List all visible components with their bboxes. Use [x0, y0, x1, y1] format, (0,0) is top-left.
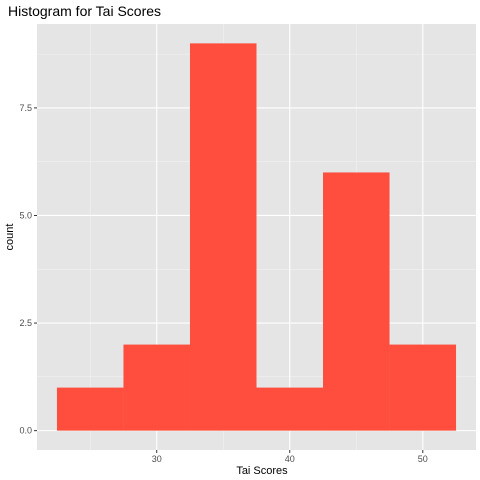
- x-axis: 30 40 50: [152, 450, 428, 464]
- x-tick-label: 40: [285, 454, 295, 464]
- histogram-bar-6: [389, 344, 457, 431]
- y-tick-label: 7.5: [19, 103, 32, 113]
- histogram-bar-1: [56, 387, 124, 431]
- histogram-bar-5: [323, 172, 390, 431]
- y-axis-label: count: [4, 224, 16, 251]
- chart-title: Histogram for Tai Scores: [8, 3, 161, 19]
- histogram-bar-2: [123, 344, 190, 431]
- x-tick-label: 30: [152, 454, 162, 464]
- x-axis-label: Tai Scores: [236, 465, 288, 477]
- y-tick-label: 0.0: [19, 426, 32, 436]
- histogram-bar-3: [189, 43, 257, 431]
- histogram-bar-4: [256, 387, 324, 431]
- y-tick-label: 2.5: [19, 318, 32, 328]
- histogram-bars: [56, 43, 457, 431]
- y-axis: 0.0 2.5 5.0 7.5: [19, 103, 37, 436]
- y-tick-label: 5.0: [19, 210, 32, 220]
- x-tick-label: 50: [418, 454, 428, 464]
